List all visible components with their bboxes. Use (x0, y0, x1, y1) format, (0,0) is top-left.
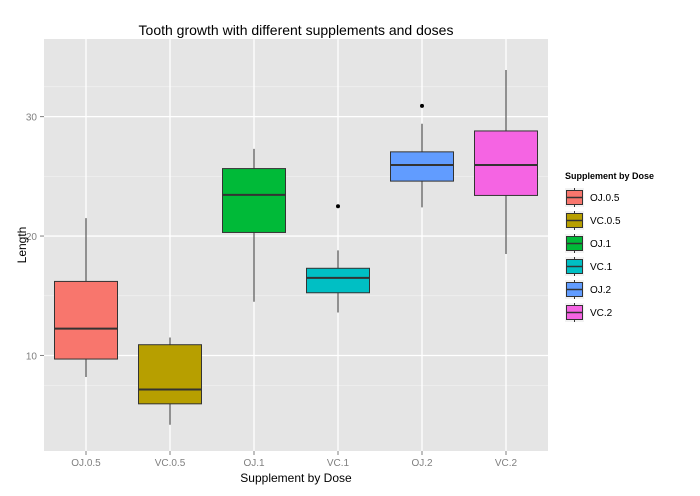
legend-item-vc-1: VC.1 (565, 257, 613, 276)
box-vc-0-5 (138, 337, 202, 425)
box-body (138, 344, 202, 405)
legend-item-oj-0-5: OJ.0.5 (565, 188, 620, 207)
legend-label: OJ.0.5 (590, 193, 620, 204)
plot-panel (44, 39, 548, 451)
x-axis-label: Supplement by Dose (240, 471, 352, 485)
boxes (54, 70, 538, 425)
box-body (54, 280, 118, 360)
legend-label: VC.0.5 (590, 216, 621, 227)
box-body (306, 267, 370, 294)
box-vc-1 (306, 204, 370, 313)
legend-item-vc-2: VC.2 (565, 303, 613, 322)
x-tick-label: VC.0.5 (155, 458, 186, 469)
box-oj-2 (390, 103, 454, 208)
y-axis-ticks: 10 20 30 (26, 113, 44, 362)
outlier-point (336, 204, 340, 209)
legend-label: VC.1 (590, 262, 613, 273)
x-tick-label: OJ.2 (411, 458, 433, 469)
legend-item-vc-0-5: VC.0.5 (565, 211, 621, 230)
x-tick-label: VC.1 (327, 458, 350, 469)
box-oj-1 (222, 148, 286, 302)
outlier-point (420, 103, 424, 108)
box-vc-2 (474, 70, 538, 254)
x-tick-label: OJ.1 (243, 458, 265, 469)
box-body (390, 151, 454, 182)
x-axis-ticks: OJ.0.5 VC.0.5 OJ.1 VC.1 OJ.2 VC.2 (71, 451, 518, 469)
y-axis-label: Length (15, 227, 29, 264)
y-tick-label: 20 (26, 232, 38, 243)
box-body (222, 168, 286, 233)
legend-item-oj-1: OJ.1 (565, 234, 612, 253)
y-tick-label: 10 (26, 351, 38, 362)
legend-label: VC.2 (590, 308, 613, 319)
x-tick-label: OJ.0.5 (71, 458, 101, 469)
y-tick-label: 30 (26, 113, 38, 124)
legend-label: OJ.2 (590, 285, 612, 296)
chart-title: Tooth growth with different supplements … (139, 22, 454, 38)
box-oj-0-5 (54, 218, 118, 377)
legend-title: Supplement by Dose (565, 171, 654, 181)
box-body (474, 130, 538, 196)
legend-label: OJ.1 (590, 239, 612, 250)
legend-item-oj-2: OJ.2 (565, 280, 612, 299)
legend: Supplement by Dose OJ.0.5 VC.0.5 OJ.1 VC.1 O… (565, 171, 654, 322)
x-tick-label: VC.2 (495, 458, 518, 469)
